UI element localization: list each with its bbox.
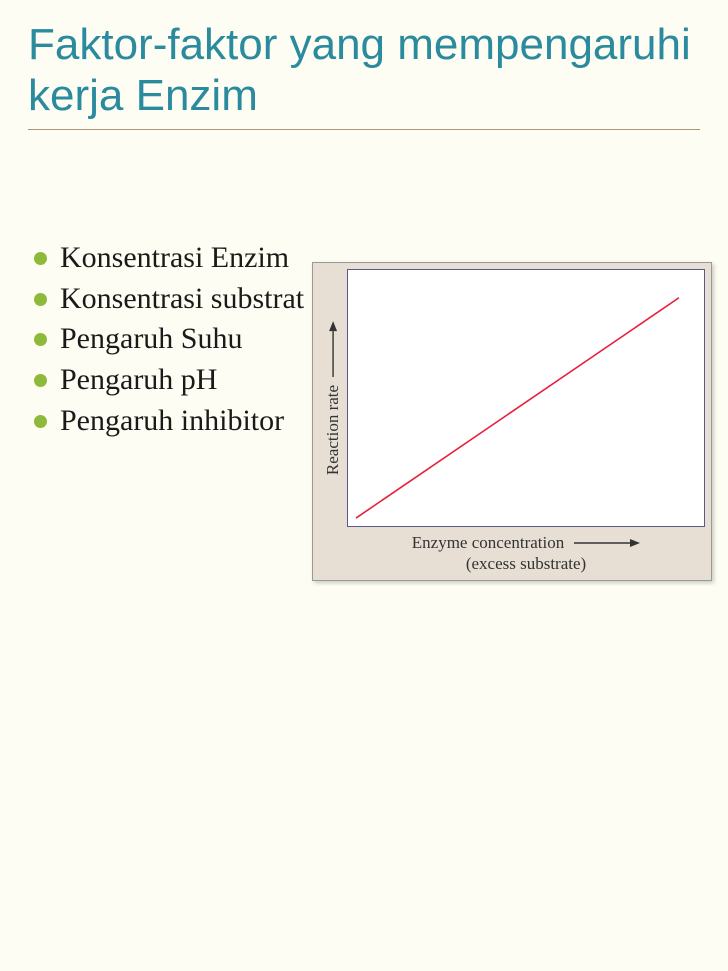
chart-panel: Reaction rate [312, 262, 712, 581]
arrow-right-icon [574, 538, 640, 548]
y-axis-label: Reaction rate [323, 321, 343, 475]
plot-row: Reaction rate [319, 269, 705, 527]
x-axis-label: Enzyme concentration (excess substrate) [319, 527, 705, 576]
x-axis-line1: Enzyme concentration [412, 533, 640, 553]
x-axis-text: Enzyme concentration [412, 533, 564, 553]
chart-svg [348, 270, 704, 526]
y-axis-text: Reaction rate [323, 385, 343, 475]
slide-title: Faktor-faktor yang mempengaruhi kerja En… [28, 20, 700, 121]
list-item: Pengaruh Suhu [28, 321, 308, 358]
list-item: Pengaruh pH [28, 362, 308, 399]
arrow-right-icon [328, 321, 338, 377]
chart-inner: Reaction rate [319, 269, 705, 576]
chart-line [356, 298, 679, 518]
list-item: Konsentrasi substrat [28, 281, 308, 318]
y-axis-label-wrap: Reaction rate [319, 269, 347, 527]
title-underline [28, 129, 700, 130]
content-row: Konsentrasi Enzim Konsentrasi substrat P… [28, 240, 700, 581]
plot-area [347, 269, 705, 527]
list-item: Pengaruh inhibitor [28, 403, 308, 440]
bullet-list: Konsentrasi Enzim Konsentrasi substrat P… [28, 240, 308, 443]
slide-container: Faktor-faktor yang mempengaruhi kerja En… [0, 0, 728, 971]
x-axis-subtext: (excess substrate) [466, 554, 586, 573]
list-item: Konsentrasi Enzim [28, 240, 308, 277]
